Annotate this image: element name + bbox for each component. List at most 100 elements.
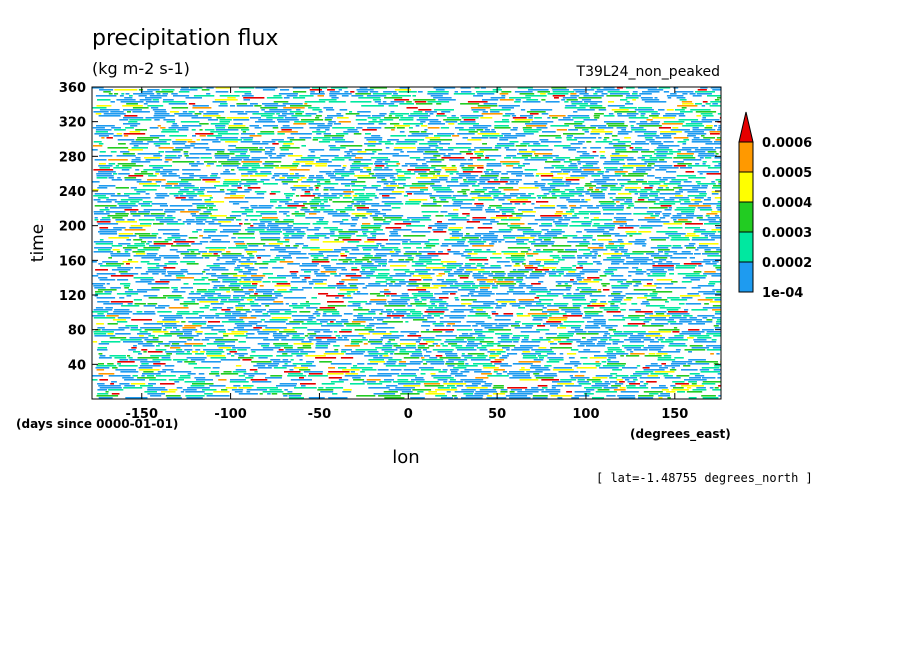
precip-streak [446, 117, 459, 119]
precip-streak [608, 295, 626, 297]
precip-streak [276, 255, 291, 257]
precip-streak [712, 187, 721, 189]
precip-streak [537, 91, 550, 93]
precip-streak [684, 201, 691, 203]
precip-streak [353, 161, 361, 163]
precip-streak [126, 239, 131, 241]
precip-streak [482, 135, 503, 137]
precip-streak [587, 247, 604, 249]
precip-streak [700, 87, 708, 89]
precip-streak [106, 283, 110, 285]
precip-streak [582, 129, 589, 131]
precip-streak [146, 375, 154, 377]
precip-streak [635, 273, 644, 275]
precip-streak [368, 331, 387, 333]
precip-streak [689, 335, 710, 337]
precip-streak [182, 327, 196, 329]
precip-streak [288, 397, 304, 399]
precip-streak [395, 143, 416, 145]
precip-streak [689, 377, 701, 379]
precip-streak [183, 283, 189, 285]
precip-streak [594, 113, 604, 115]
colorbar-label: 0.0004 [762, 196, 812, 211]
precip-streak [275, 167, 297, 169]
precip-streak [507, 225, 521, 227]
precip-streak [270, 359, 281, 361]
precip-streak [104, 291, 112, 293]
precip-streak [498, 323, 520, 325]
precip-streak [338, 379, 349, 381]
precip-streak [478, 271, 490, 273]
precip-streak [147, 179, 166, 181]
precip-streak [462, 137, 468, 139]
precip-streak [252, 143, 269, 145]
precip-streak [407, 135, 429, 137]
precip-streak [570, 207, 582, 209]
precip-streak [355, 157, 363, 159]
precip-streak [627, 381, 636, 383]
precip-streak [155, 281, 170, 283]
precip-streak [443, 205, 462, 207]
precip-streak [389, 239, 411, 241]
precip-streak [493, 195, 499, 197]
precip-streak [585, 183, 592, 185]
precip-streak [569, 159, 581, 161]
precip-streak [367, 237, 376, 239]
precip-streak [188, 363, 197, 365]
precip-streak [482, 273, 494, 275]
precip-streak [624, 137, 631, 139]
precip-streak [587, 305, 605, 307]
precip-streak [683, 181, 692, 183]
precip-streak [601, 325, 618, 327]
precip-streak [363, 249, 372, 251]
precip-streak [228, 125, 246, 127]
precip-streak [400, 331, 420, 333]
precip-streak [264, 153, 277, 155]
precip-streak [436, 173, 440, 175]
precip-streak [306, 229, 320, 231]
precip-streak [664, 287, 687, 289]
precip-streak [270, 149, 275, 151]
precip-streak [257, 297, 278, 299]
precip-streak [549, 289, 571, 291]
precip-streak [142, 345, 155, 347]
precip-streak [171, 245, 191, 247]
precip-streak [448, 123, 455, 125]
precip-streak [489, 357, 496, 359]
precip-streak [146, 253, 158, 255]
precip-streak [178, 377, 191, 379]
precip-streak [381, 247, 399, 249]
precip-streak [608, 319, 626, 321]
precip-streak [611, 153, 620, 155]
precip-streak [646, 211, 662, 213]
precip-streak [122, 153, 135, 155]
precip-streak [616, 201, 620, 203]
precip-streak [491, 171, 502, 173]
precip-streak [249, 125, 259, 127]
precip-streak [334, 349, 339, 351]
precip-streak [293, 201, 307, 203]
precip-streak [147, 241, 152, 243]
precip-streak [626, 261, 648, 263]
precip-streak [213, 285, 225, 287]
precip-streak [188, 293, 201, 295]
precip-streak [391, 129, 395, 131]
precip-streak [293, 91, 307, 93]
precip-streak [461, 303, 472, 305]
precip-streak [669, 343, 686, 345]
precip-streak [566, 353, 577, 355]
precip-streak [332, 313, 340, 315]
precip-streak [448, 229, 462, 231]
precip-streak [534, 153, 553, 155]
precip-streak [636, 169, 652, 171]
precip-streak [497, 301, 516, 303]
precip-streak [152, 273, 159, 275]
precip-streak [519, 301, 542, 303]
precip-streak [695, 103, 702, 105]
precip-streak [460, 295, 470, 297]
precip-streak [586, 339, 597, 341]
precip-streak [246, 259, 251, 261]
precip-streak [184, 187, 199, 189]
precip-streak [135, 281, 152, 283]
precip-streak [212, 367, 220, 369]
